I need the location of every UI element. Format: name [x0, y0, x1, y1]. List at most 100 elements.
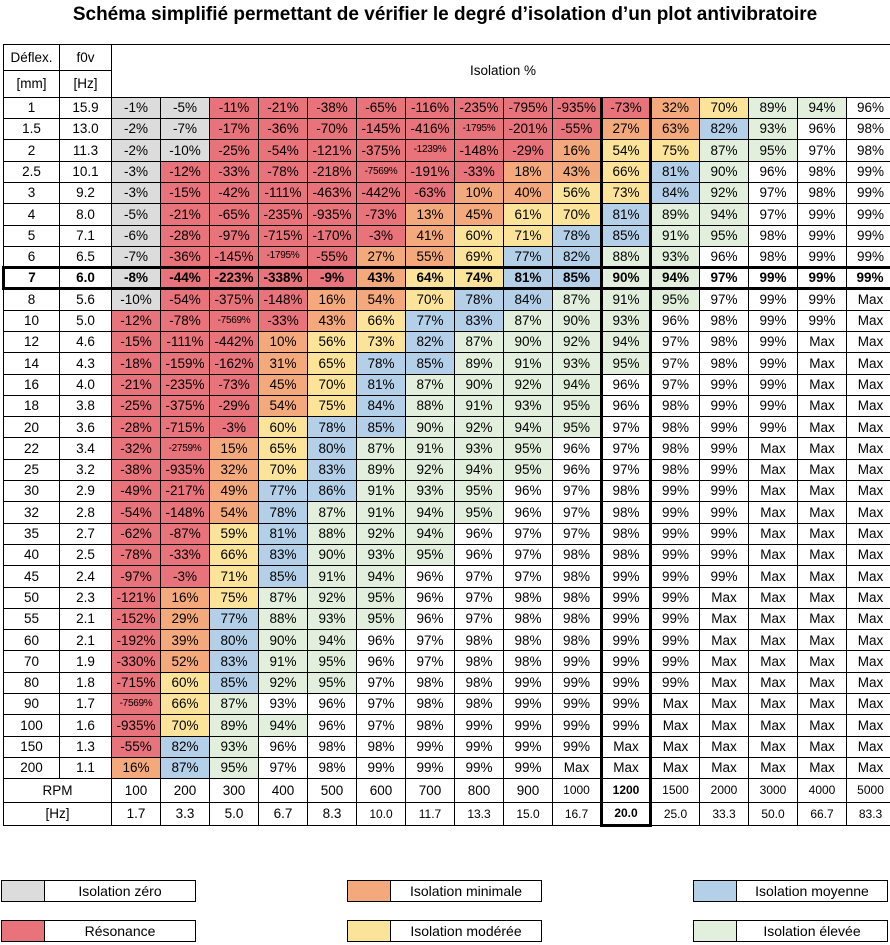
isolation-cell: Max: [699, 735, 749, 758]
isolation-cell: 96%: [454, 522, 504, 545]
deflexion-cell: 35: [3, 522, 60, 545]
table-row: 4 8.0 -5% -21% -65% -235% -935% -73% 13% 45% 61% 70…: [3, 203, 890, 226]
isolation-cell: 54%: [258, 394, 308, 418]
isolation-cell: 66%: [600, 160, 652, 183]
deflexion-cell: 10: [3, 309, 60, 332]
table-row: 18 3.8 -25% -375% -29% 54% 75% 84% 88% 91% 93% 95% 9…: [3, 394, 890, 418]
legend-resonance: Résonance: [1, 920, 196, 942]
hz-value: 50.0: [748, 801, 798, 827]
isolation-cell: 97%: [405, 650, 455, 673]
isolation-cell: Max: [797, 458, 847, 482]
deflexion-cell: 7: [2, 266, 60, 291]
f0v-cell: 7.1: [59, 224, 112, 247]
legend-isolation-elevee: Isolation élevée: [693, 920, 888, 942]
isolation-cell: 98%: [845, 139, 890, 162]
isolation-cell: -442%: [356, 181, 406, 205]
hz-row: [Hz] 1.7 3.3 5.0 6.7 8.3 10.0 11.7 13.3 15.0 16.7 2…: [3, 801, 890, 828]
isolation-cell: 87%: [307, 501, 357, 524]
isolation-cell: 93%: [356, 543, 406, 567]
hz-value: 16.7: [552, 801, 602, 827]
isolation-cell: -111%: [160, 330, 210, 354]
isolation-cell: -33%: [258, 309, 308, 332]
isolation-cell: 96%: [307, 693, 357, 716]
isolation-cell: 99%: [699, 437, 749, 460]
isolation-cell: 99%: [650, 565, 700, 588]
isolation-cell: 97%: [797, 139, 847, 162]
isolation-cell: Max: [797, 373, 847, 396]
table-row: 30 2.9 -49% -217% 49% 77% 86% 91% 93% 95% 96% 97% 98…: [3, 480, 890, 503]
isolation-cell: 87%: [160, 756, 210, 780]
isolation-cell: -121%: [307, 139, 357, 162]
table-row: 200 1.1 16% 87% 95% 97% 98% 99% 99% 99% 99% Max Max M…: [3, 756, 890, 780]
f0v-cell: 3.4: [59, 437, 112, 460]
deflexion-cell: 50: [3, 586, 60, 609]
isolation-cell: 97%: [600, 458, 652, 482]
isolation-cell: 88%: [405, 394, 455, 418]
isolation-cell: 94%: [650, 266, 700, 291]
isolation-cell: 82%: [552, 245, 602, 269]
isolation-cell: 91%: [503, 352, 553, 375]
isolation-cell: -148%: [454, 139, 504, 162]
isolation-cell: Max: [845, 671, 890, 695]
isolation-cell: 99%: [503, 671, 553, 695]
isolation-cell: 31%: [258, 352, 308, 375]
isolation-cell: 97%: [600, 437, 652, 460]
isolation-cell: 99%: [650, 607, 700, 631]
rpm-value: 400: [258, 778, 308, 803]
isolation-cell: 99%: [797, 309, 847, 332]
isolation-cell: -235%: [454, 96, 504, 120]
isolation-cell: 99%: [845, 203, 890, 226]
isolation-cell: 96%: [405, 586, 455, 609]
isolation-cell: 92%: [405, 458, 455, 482]
isolation-cell: 18%: [503, 160, 553, 183]
isolation-cell: 98%: [600, 522, 652, 545]
isolation-cell: Max: [748, 629, 798, 652]
isolation-cell: -15%: [160, 181, 210, 205]
isolation-cell: -18%: [111, 352, 161, 375]
legend-isolation-moderee: Isolation modérée: [347, 920, 542, 942]
isolation-cell: -38%: [111, 458, 161, 482]
deflexion-cell: 30: [3, 480, 60, 503]
isolation-cell: 27%: [356, 245, 406, 269]
isolation-cell: 56%: [552, 181, 602, 205]
isolation-cell: 96%: [307, 714, 357, 737]
isolation-cell: 95%: [307, 671, 357, 695]
f0v-cell: 3.8: [59, 394, 112, 418]
isolation-cell: -159%: [160, 352, 210, 375]
isolation-cell: 99%: [845, 266, 890, 291]
isolation-cell: 99%: [699, 522, 749, 545]
isolation-cell: -1239%: [405, 139, 455, 162]
isolation-cell: 98%: [699, 330, 749, 354]
isolation-cell: 85%: [356, 416, 406, 439]
f0v-cell: 13.0: [59, 118, 112, 141]
isolation-cell: -7%: [111, 245, 161, 269]
isolation-cell: 94%: [405, 501, 455, 524]
isolation-cell: 97%: [454, 607, 504, 631]
isolation-cell: Max: [650, 735, 700, 758]
isolation-cell: -73%: [356, 203, 406, 226]
isolation-cell: 96%: [748, 160, 798, 183]
isolation-cell: -715%: [258, 224, 308, 247]
isolation-cell: 94%: [503, 416, 553, 439]
isolation-cell: -1%: [111, 96, 161, 120]
isolation-cell: 94%: [258, 714, 308, 737]
isolation-cell: 99%: [748, 373, 798, 396]
isolation-cell: Max: [650, 693, 700, 716]
isolation-cell: -442%: [209, 330, 259, 354]
isolation-cell: -6%: [111, 224, 161, 247]
isolation-cell: 96%: [503, 480, 553, 503]
isolation-cell: 98%: [650, 458, 700, 482]
deflexion-cell: 32: [3, 501, 60, 524]
isolation-cell: 98%: [699, 309, 749, 332]
table-row: 20 3.6 -28% -715% -3% 60% 78% 85% 90% 92% 94% 95% 97…: [3, 416, 890, 439]
isolation-cell: -54%: [258, 139, 308, 162]
deflexion-cell: 3: [3, 181, 60, 205]
deflexion-cell: 12: [3, 330, 60, 354]
isolation-cell: 90%: [258, 629, 308, 652]
isolation-cell: 99%: [699, 543, 749, 567]
isolation-cell: 96%: [650, 309, 700, 332]
isolation-cell: 99%: [552, 693, 602, 716]
table-row: 1 15.9 -1% -5% -11% -21% -38% -65% -116% -235% -79…: [3, 96, 890, 120]
isolation-cell: Max: [845, 543, 890, 567]
isolation-cell: 70%: [552, 203, 602, 226]
